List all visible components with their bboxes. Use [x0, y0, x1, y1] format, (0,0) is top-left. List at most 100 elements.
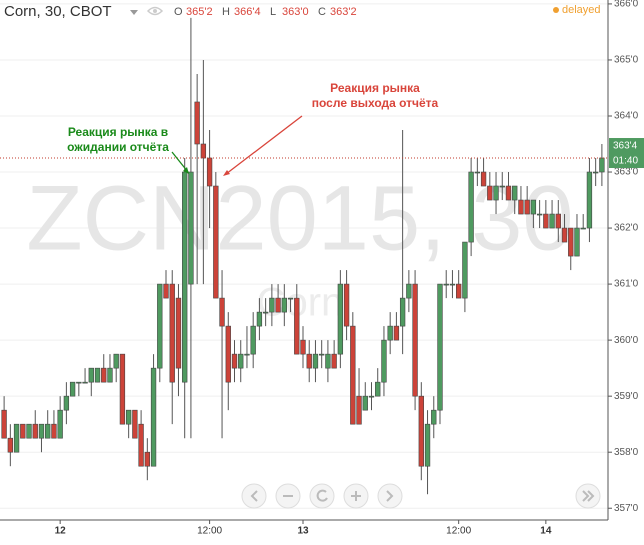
eye-icon[interactable]	[146, 6, 164, 16]
candles	[0, 17, 608, 495]
candle-body	[356, 395, 362, 425]
y-tick-label: 360'0	[614, 335, 639, 346]
zoom-icons	[250, 489, 595, 502]
ohlc-legend: O 365'2 H 366'4 L 363'0 C 363'2	[174, 6, 357, 18]
candle-body	[101, 367, 107, 383]
candle-body	[206, 157, 213, 187]
candle-body	[480, 171, 487, 187]
candle-body	[213, 185, 219, 299]
candle-body	[7, 437, 14, 453]
candle-body	[549, 213, 555, 229]
dropdown-icon[interactable]	[130, 10, 138, 15]
candle-body	[362, 395, 368, 411]
candle-body	[20, 423, 26, 439]
ohlc-label: L	[270, 6, 276, 18]
candle-body	[574, 227, 580, 257]
candle-body	[412, 283, 418, 397]
price-badge	[609, 138, 644, 169]
candle-body	[312, 353, 319, 369]
candle-body	[107, 367, 113, 383]
y-tick-label: 363'0	[614, 167, 639, 178]
candle-body	[113, 353, 119, 369]
candle-body	[163, 283, 169, 299]
annotation-text: после выхода отчёта	[312, 96, 439, 110]
candle-body	[474, 171, 481, 174]
candle-body	[150, 367, 157, 467]
candle-body	[530, 199, 537, 215]
candle-body	[375, 381, 381, 397]
candle-body	[1, 409, 7, 439]
candle-body	[456, 283, 462, 299]
candle-body	[88, 367, 94, 383]
candle-body	[182, 171, 188, 383]
candle-body	[325, 353, 331, 369]
candle-body	[543, 213, 549, 229]
candle-body	[512, 185, 518, 201]
candle-body	[157, 283, 163, 369]
candle-body	[437, 283, 443, 411]
candle-body	[443, 283, 449, 286]
x-tick-label: 13	[297, 526, 309, 537]
candle-body	[368, 395, 375, 398]
candle-body	[387, 325, 393, 341]
x-tick-label: 12:00	[197, 526, 222, 537]
x-tick-label: 12:00	[446, 526, 471, 537]
arrow-head	[183, 167, 189, 174]
candle-body	[225, 325, 231, 383]
candle-body	[244, 353, 250, 356]
candle-body	[188, 171, 194, 285]
candle-body	[175, 297, 182, 369]
candle-body	[194, 101, 200, 145]
candle-body	[256, 311, 263, 327]
candle-body	[262, 311, 269, 314]
candle-body	[586, 171, 593, 229]
candle-body	[337, 283, 344, 355]
candle-body	[269, 297, 275, 313]
candle-body	[281, 297, 287, 313]
y-tick-label: 365'0	[614, 55, 639, 66]
candle-body	[144, 451, 150, 467]
watermark: ZCN2015, 30	[26, 167, 573, 269]
reset-button[interactable]	[309, 483, 335, 509]
candle-body	[319, 353, 325, 356]
candle-body	[63, 395, 70, 411]
candle-body	[499, 185, 505, 188]
candle-body	[331, 353, 337, 369]
candle-body	[418, 395, 424, 467]
candle-body	[238, 353, 244, 369]
ohlc-value: 366'4	[234, 6, 261, 18]
candle-body	[231, 353, 238, 369]
candle-body	[555, 213, 561, 229]
candle-body	[462, 241, 468, 299]
candle-body	[518, 199, 524, 215]
candle-body	[300, 339, 306, 355]
x-tick-label: 12	[55, 526, 67, 537]
candle-body	[57, 409, 63, 439]
candle-body	[26, 423, 32, 439]
candle-body	[125, 409, 132, 425]
scroll-left-button[interactable]	[241, 483, 267, 509]
candle-body	[169, 283, 175, 383]
candle-body	[524, 199, 530, 215]
candle-body	[132, 409, 138, 439]
arrow-head	[223, 170, 230, 176]
candle-body	[381, 339, 387, 383]
y-tick-label: 364'0	[614, 111, 639, 122]
candle-body	[38, 423, 45, 439]
ohlc-label: C	[318, 6, 326, 18]
scroll-right-button[interactable]	[377, 483, 403, 509]
ohlc-label: O	[174, 6, 183, 18]
candle-body	[294, 297, 300, 355]
candle-body	[406, 283, 412, 299]
candle-body	[275, 297, 281, 313]
candle-body	[487, 185, 493, 201]
candle-body	[449, 283, 456, 286]
candle-body	[94, 367, 101, 383]
ohlc-value: 363'2	[330, 6, 357, 18]
candle-body	[119, 353, 126, 425]
y-tick-label: 359'0	[614, 391, 639, 402]
y-tick-label: 357'0	[614, 503, 639, 514]
